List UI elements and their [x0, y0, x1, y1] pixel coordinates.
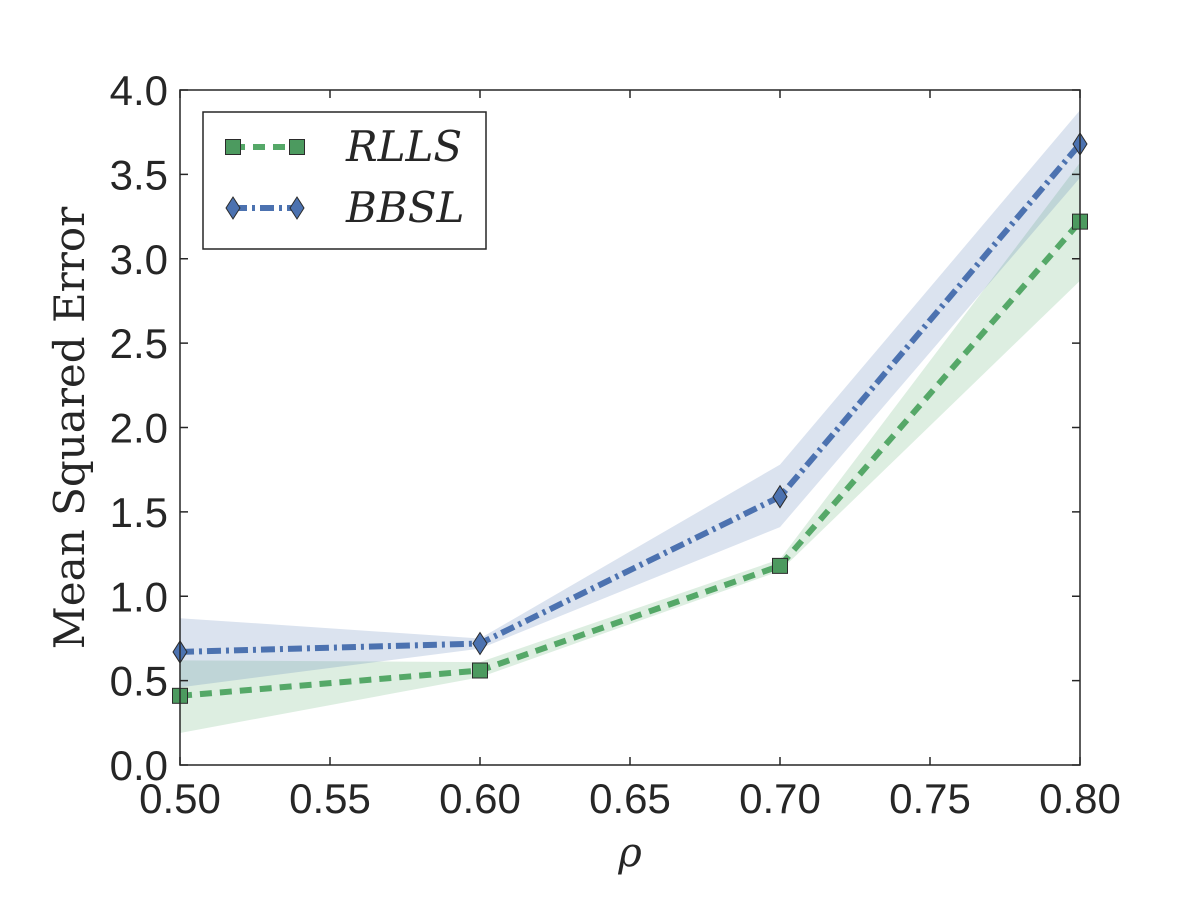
y-tick-label: 2.0 [110, 405, 168, 452]
y-ticks: 0.0 0.5 1.0 1.5 2.0 2.5 3.0 3.5 4.0 [110, 67, 1080, 789]
x-tick-label: 0.80 [1039, 775, 1121, 822]
lines-layer [179, 142, 1083, 699]
legend-label-bbsl: BBSL [345, 183, 464, 232]
x-ticks: 0.50 0.55 0.60 0.65 0.70 0.75 0.80 [139, 90, 1121, 822]
x-tick-label: 0.50 [139, 775, 221, 822]
markers-layer [172, 132, 1088, 704]
legend-marker-bbsl [225, 196, 305, 220]
legend-frame [202, 111, 487, 250]
y-tick-label: 1.5 [110, 489, 168, 536]
rlls-band [180, 162, 1080, 733]
y-tick-label: 1.0 [110, 573, 168, 620]
y-tick-label: 0.5 [110, 658, 168, 705]
bbsl-point [472, 631, 488, 656]
x-tick-label: 0.55 [289, 775, 371, 822]
legend-marker-right [289, 139, 305, 155]
x-axis-title: ρ [617, 830, 642, 876]
x-tick-label: 0.65 [589, 775, 671, 822]
y-tick-label: 0.0 [110, 742, 168, 789]
legend-marker-left [225, 139, 241, 155]
y-tick-label: 3.0 [110, 236, 168, 283]
x-tick-label: 0.75 [889, 775, 971, 822]
rlls-point [472, 662, 488, 679]
legend-label-rlls: RLLS [345, 122, 462, 171]
legend-marker-left [225, 196, 241, 220]
legend-marker-right [289, 196, 305, 220]
bbsl-point [772, 484, 788, 509]
legend: RLLS BBSL [202, 111, 487, 250]
x-tick-label: 0.70 [739, 775, 821, 822]
rlls-line [179, 219, 1083, 699]
legend-marker-rlls [225, 139, 305, 155]
y-tick-label: 2.5 [110, 320, 168, 367]
y-axis-title: Mean Squared Error [45, 206, 94, 649]
x-tick-label: 0.60 [439, 775, 521, 822]
y-tick-label: 4.0 [110, 67, 168, 114]
rlls-point [772, 557, 788, 574]
bbsl-line [179, 142, 1083, 655]
y-tick-label: 3.5 [110, 151, 168, 198]
